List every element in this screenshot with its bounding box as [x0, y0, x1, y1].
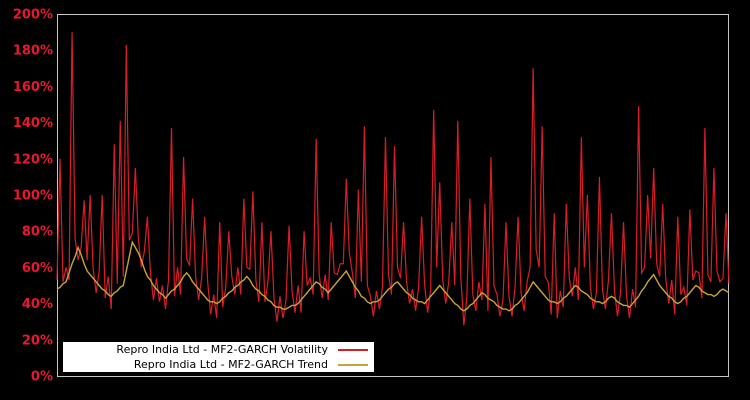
- y-axis-tick-label: 120%: [13, 152, 53, 167]
- y-axis-tick-label: 40%: [22, 297, 53, 312]
- legend-item-volatility: Repro India Ltd - MF2-GARCH Volatility: [63, 342, 374, 357]
- plot-area-border: [57, 14, 729, 377]
- y-axis-tick-label: 200%: [13, 8, 53, 23]
- legend-line-volatility-swatch: [338, 348, 368, 351]
- y-axis-labels: 0% 20% 40% 60% 80% 100% 120% 140% 160% 180% 200%: [13, 8, 53, 385]
- volatility-series-line: [56, 32, 730, 326]
- y-axis-tick-label: 80%: [22, 225, 53, 240]
- legend-label-volatility: Repro India Ltd - MF2-GARCH Volatility: [116, 343, 328, 356]
- y-axis-tick-label: 100%: [13, 189, 53, 204]
- y-axis-tick-label: 20%: [22, 333, 53, 348]
- legend-label-trend: Repro India Ltd - MF2-GARCH Trend: [133, 358, 328, 371]
- y-axis-tick-label: 0%: [31, 370, 53, 385]
- y-axis-tick-label: 180%: [13, 44, 53, 59]
- y-axis-tick-label: 60%: [22, 261, 53, 276]
- y-axis-tick-label: 160%: [13, 80, 53, 95]
- trend-series-line: [56, 240, 730, 312]
- legend: Repro India Ltd - MF2-GARCH Volatility R…: [63, 342, 374, 372]
- series-group: [56, 32, 730, 326]
- legend-line-trend-swatch: [338, 363, 368, 366]
- y-axis-tick-label: 140%: [13, 116, 53, 131]
- legend-item-trend: Repro India Ltd - MF2-GARCH Trend: [63, 357, 374, 372]
